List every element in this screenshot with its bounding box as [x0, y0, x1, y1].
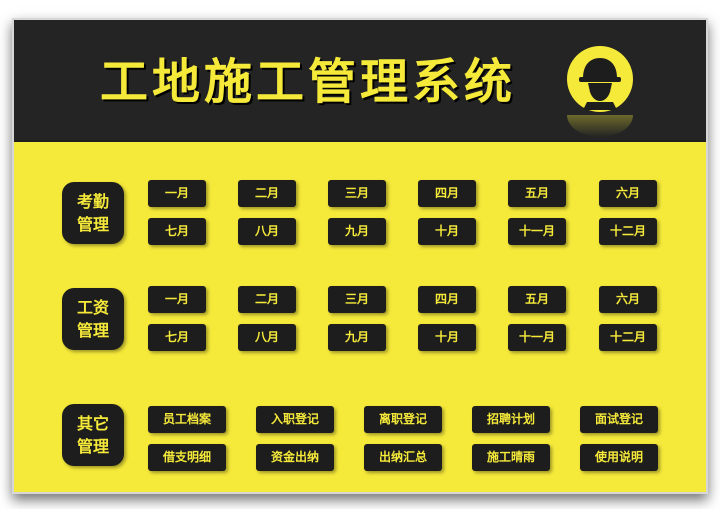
salary-month-button[interactable]: 十二月: [599, 324, 657, 351]
header: 工地施工管理系统: [14, 20, 706, 140]
advance-details-button[interactable]: 借支明细: [148, 444, 226, 471]
attendance-month-button[interactable]: 一月: [148, 180, 206, 207]
salary-month-button[interactable]: 三月: [328, 286, 386, 313]
menu-panel: 考勤管理 一月 二月 三月 四月 五月 六月 七月 八月 九月 十月 十一月 十…: [14, 142, 706, 492]
salary-month-button[interactable]: 七月: [148, 324, 206, 351]
salary-month-button[interactable]: 十一月: [508, 324, 566, 351]
attendance-month-button[interactable]: 八月: [238, 218, 296, 245]
salary-month-button[interactable]: 十月: [418, 324, 476, 351]
section-label-attendance: 考勤管理: [62, 182, 124, 244]
recruitment-plan-button[interactable]: 招聘计划: [472, 406, 550, 433]
construction-weather-button[interactable]: 施工晴雨: [472, 444, 550, 471]
attendance-month-button[interactable]: 十月: [418, 218, 476, 245]
page-title: 工地施工管理系统: [100, 54, 517, 110]
fund-cashier-button[interactable]: 资金出纳: [256, 444, 334, 471]
salary-month-button[interactable]: 二月: [238, 286, 296, 313]
attendance-month-button[interactable]: 六月: [599, 180, 657, 207]
worker-helmet-icon: [567, 46, 633, 112]
salary-month-button[interactable]: 八月: [238, 324, 296, 351]
attendance-month-button[interactable]: 四月: [418, 180, 476, 207]
onboarding-register-button[interactable]: 入职登记: [256, 406, 334, 433]
attendance-month-button[interactable]: 五月: [508, 180, 566, 207]
usage-guide-button[interactable]: 使用说明: [580, 444, 658, 471]
attendance-month-button[interactable]: 三月: [328, 180, 386, 207]
attendance-month-button[interactable]: 七月: [148, 218, 206, 245]
resignation-register-button[interactable]: 离职登记: [364, 406, 442, 433]
section-label-salary: 工资管理: [62, 288, 124, 350]
section-label-other: 其它管理: [62, 404, 124, 466]
attendance-month-button[interactable]: 二月: [238, 180, 296, 207]
salary-month-button[interactable]: 五月: [508, 286, 566, 313]
salary-month-button[interactable]: 一月: [148, 286, 206, 313]
salary-month-button[interactable]: 四月: [418, 286, 476, 313]
employee-records-button[interactable]: 员工档案: [148, 406, 226, 433]
attendance-month-button[interactable]: 九月: [328, 218, 386, 245]
attendance-month-button[interactable]: 十一月: [508, 218, 566, 245]
salary-month-button[interactable]: 六月: [599, 286, 657, 313]
attendance-month-button[interactable]: 十二月: [599, 218, 657, 245]
helmet-reflection: [567, 115, 633, 137]
interview-register-button[interactable]: 面试登记: [580, 406, 658, 433]
app-frame: 工地施工管理系统 考勤管理 一月 二月 三月 四月 五月 六月 七月 八月 九月…: [12, 18, 708, 494]
salary-month-button[interactable]: 九月: [328, 324, 386, 351]
cashier-summary-button[interactable]: 出纳汇总: [364, 444, 442, 471]
